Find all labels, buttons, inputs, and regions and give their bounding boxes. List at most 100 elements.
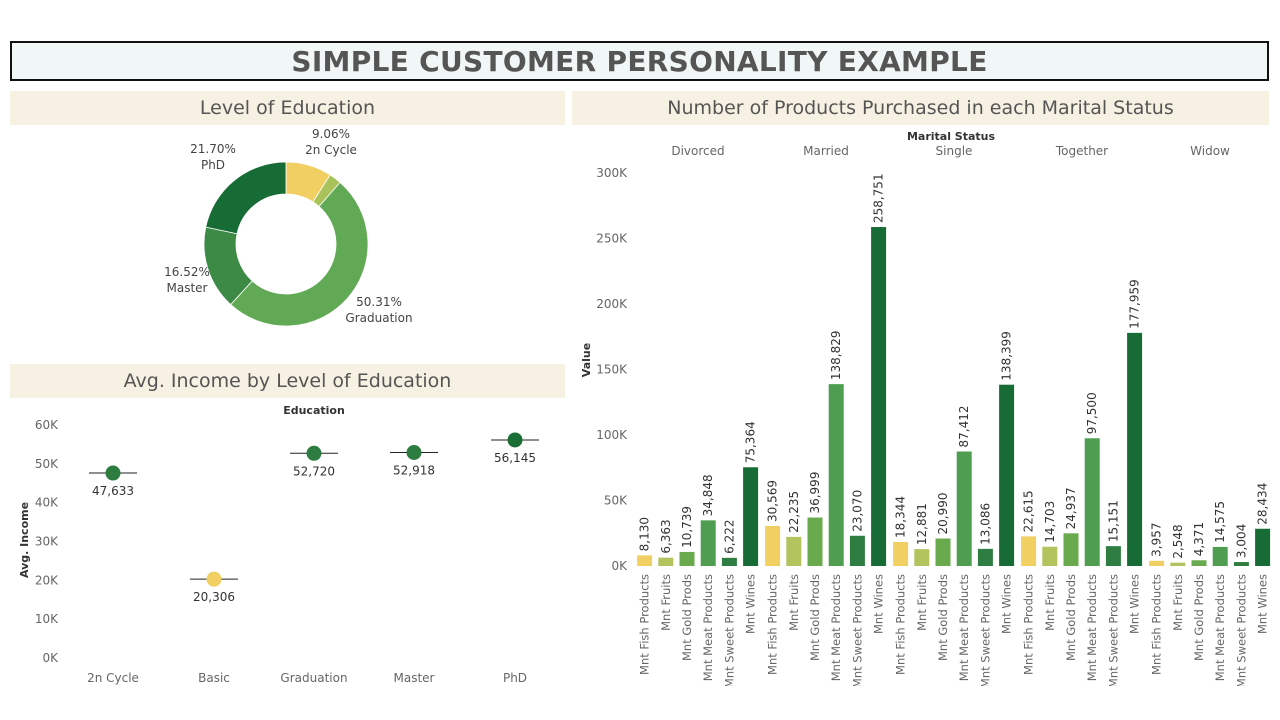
product-bar[interactable] [828, 384, 844, 566]
product-bar[interactable] [999, 384, 1015, 566]
product-category-tick: Mnt Fish Products [766, 574, 780, 675]
donut-pct-label: 16.52% [164, 265, 210, 279]
donut-slice-graduation[interactable] [230, 181, 369, 327]
product-bar[interactable] [743, 467, 759, 566]
product-category-tick: Mnt Sweet Products [722, 574, 736, 686]
product-bar[interactable] [721, 557, 737, 566]
education-donut-chart[interactable]: 9.06% 2n Cycle 50.31% Graduation 16.52% Maste… [10, 126, 565, 356]
products-y-tick: 0K [611, 559, 628, 573]
product-bar[interactable] [1084, 438, 1100, 566]
marital-group-label: Single [936, 144, 973, 158]
product-category-tick: Mnt Gold Prods [808, 574, 822, 661]
product-bar-value-label: 20,990 [936, 493, 950, 535]
product-category-tick: Mnt Fish Products [1150, 574, 1164, 675]
product-bar[interactable] [1191, 560, 1207, 566]
product-category-tick: Mnt Wines [872, 574, 886, 634]
product-bar-value-label: 22,615 [1022, 490, 1036, 532]
product-bar[interactable] [956, 451, 972, 566]
marital-group-label: Together [1055, 144, 1108, 158]
product-bar[interactable] [1170, 562, 1186, 566]
products-by-marital-status-chart[interactable]: Marital Status Value 0K 50K 100K 150K 200K 250K… [572, 126, 1272, 686]
income-value-label: 20,306 [193, 590, 235, 604]
product-bar[interactable] [977, 548, 993, 566]
donut-slice-phd[interactable] [205, 161, 287, 235]
income-y-tick: 20K [35, 573, 59, 587]
income-x-tick: Graduation [280, 671, 347, 685]
product-bar-value-label: 28,434 [1256, 483, 1270, 525]
product-category-tick: Mnt Fruits [1043, 574, 1057, 631]
donut-category-label: 2n Cycle [305, 143, 357, 157]
product-bar-value-label: 24,937 [1064, 487, 1078, 529]
products-y-tick: 300K [596, 166, 628, 180]
product-bar[interactable] [1127, 332, 1143, 566]
income-y-tick: 60K [35, 418, 59, 432]
product-bar-value-label: 2,548 [1171, 524, 1185, 558]
products-y-tick: 150K [596, 363, 628, 377]
product-bar[interactable] [658, 557, 674, 566]
product-bar-value-label: 8,130 [638, 517, 652, 551]
product-bar-value-label: 13,086 [978, 503, 992, 545]
income-dot-2n-cycle[interactable] [105, 465, 121, 481]
product-bar-value-label: 34,848 [701, 474, 715, 516]
product-bar[interactable] [935, 538, 951, 566]
product-bar[interactable] [679, 551, 695, 566]
product-bar-value-label: 23,070 [850, 490, 864, 532]
product-bar-value-label: 6,222 [722, 519, 736, 553]
products-chart-header: Number of Products Purchased in each Mar… [572, 91, 1269, 125]
products-header-label: Marital Status [907, 130, 996, 143]
income-header-label: Education [283, 404, 345, 417]
products-y-tick: 250K [596, 232, 628, 246]
product-bar[interactable] [914, 549, 930, 566]
income-y-axis-title: Avg. Income [18, 502, 31, 578]
product-category-tick: Mnt Sweet Products [1234, 574, 1248, 686]
product-bar-value-label: 87,412 [957, 405, 971, 447]
product-bar-value-label: 3,004 [1234, 524, 1248, 558]
product-bar[interactable] [786, 536, 802, 566]
product-bar[interactable] [765, 525, 781, 566]
product-bar[interactable] [871, 227, 887, 566]
income-chart-header: Avg. Income by Level of Education [10, 364, 565, 398]
product-bar[interactable] [1021, 536, 1037, 566]
product-category-tick: Mnt Fish Products [638, 574, 652, 675]
marital-group-label: Married [803, 144, 849, 158]
income-value-label: 47,633 [92, 484, 134, 498]
product-category-tick: Mnt Wines [1000, 574, 1014, 634]
product-category-tick: Mnt Wines [1128, 574, 1142, 634]
income-dot-phd[interactable] [507, 432, 523, 448]
product-bar[interactable] [1212, 546, 1228, 566]
product-bar[interactable] [893, 541, 909, 566]
products-y-axis-title: Value [580, 343, 593, 377]
product-bar[interactable] [1063, 533, 1079, 566]
income-by-education-chart[interactable]: Education Avg. Income 0K 10K 20K 30K 40K 50K 60K… [10, 398, 565, 698]
product-category-tick: Mnt Wines [1256, 574, 1270, 634]
product-bar[interactable] [849, 535, 865, 566]
product-bar-value-label: 10,739 [680, 506, 694, 548]
income-dot-master[interactable] [406, 445, 422, 461]
product-bar[interactable] [700, 520, 716, 566]
income-y-tick: 40K [35, 496, 59, 510]
income-y-tick: 0K [42, 651, 59, 665]
product-bar[interactable] [1105, 546, 1121, 566]
product-bar[interactable] [1042, 546, 1058, 566]
product-category-tick: Mnt Meat Products [957, 574, 971, 681]
product-bar[interactable] [1255, 528, 1271, 566]
product-category-tick: Mnt Fruits [1171, 574, 1185, 631]
dashboard-title: SIMPLE CUSTOMER PERSONALITY EXAMPLE [291, 44, 988, 78]
marital-group-label: Divorced [671, 144, 724, 158]
income-dot-graduation[interactable] [306, 445, 322, 461]
income-dot-basic[interactable] [206, 571, 222, 587]
product-category-tick: Mnt Meat Products [701, 574, 715, 681]
product-category-tick: Mnt Gold Prods [1192, 574, 1206, 661]
product-bar[interactable] [1149, 560, 1165, 566]
donut-pct-label: 21.70% [190, 142, 236, 156]
income-y-tick: 50K [35, 457, 59, 471]
product-bar-value-label: 30,569 [766, 480, 780, 522]
product-bar-value-label: 14,703 [1043, 501, 1057, 543]
donut-pct-label: 50.31% [356, 295, 402, 309]
product-bar[interactable] [637, 555, 653, 566]
product-bar-value-label: 258,751 [872, 173, 886, 223]
product-bar-value-label: 36,999 [808, 472, 822, 514]
income-y-tick: 30K [35, 535, 59, 549]
product-bar[interactable] [1233, 562, 1249, 566]
product-bar[interactable] [807, 517, 823, 566]
